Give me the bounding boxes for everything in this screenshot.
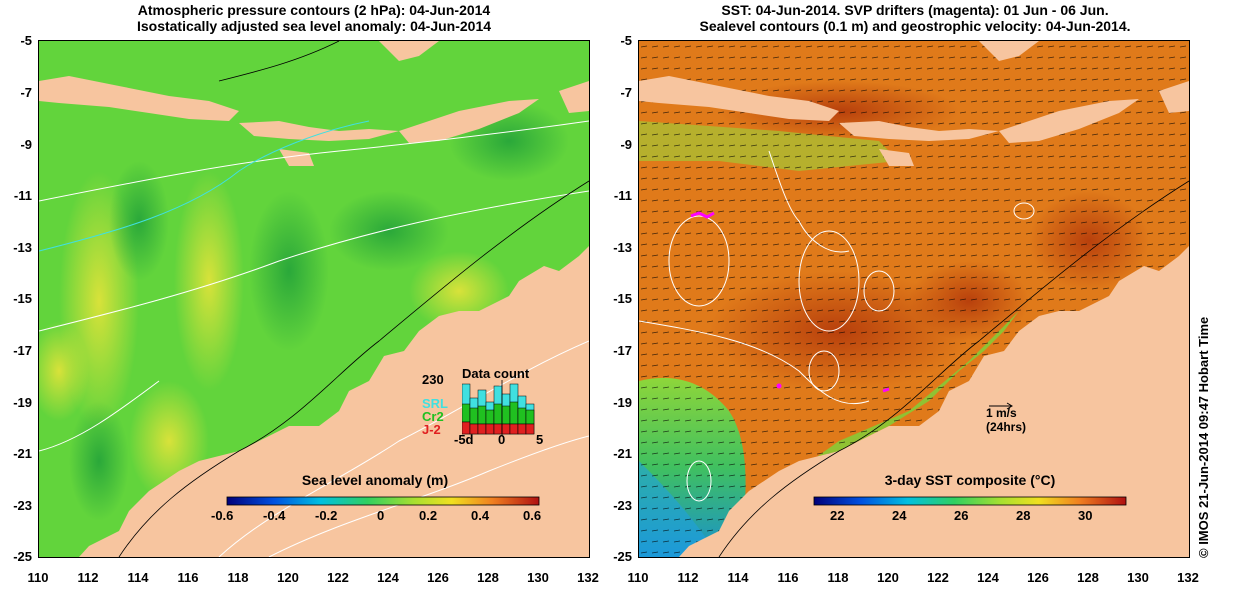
x-tick: 124 — [377, 570, 399, 585]
colorbar-tick: 0.6 — [523, 508, 542, 523]
y-tick: -23 — [13, 498, 32, 513]
x-tick: 116 — [177, 570, 199, 585]
inset-title: Data count — [462, 366, 530, 381]
sea-level-colorbar — [226, 496, 540, 506]
y-tick: -11 — [13, 188, 32, 203]
inset-legend-j2: J-2 — [422, 422, 441, 437]
colorbar-tick: -0.2 — [315, 508, 338, 523]
sst-scale-label: 1 m/s — [986, 406, 1017, 420]
y-tick: -9 — [20, 137, 32, 152]
inset-max-label: 230 — [422, 372, 444, 387]
x-tick: 132 — [1177, 570, 1199, 585]
y-tick: -11 — [613, 188, 632, 203]
x-tick: 128 — [1077, 570, 1099, 585]
x-tick: 132 — [577, 570, 599, 585]
x-tick: 130 — [1127, 570, 1149, 585]
left-title-line1: Atmospheric pressure contours (2 hPa): 0… — [137, 2, 491, 18]
sst-scale-sublabel: (24hrs) — [986, 420, 1027, 434]
y-tick: -15 — [13, 291, 32, 306]
sst-colorbar-ticks: 22 24 26 28 30 — [830, 508, 1110, 526]
inset-legend-srl: SRL — [422, 396, 448, 411]
x-tick: 118 — [827, 570, 849, 585]
sst-colorbar — [813, 496, 1127, 506]
x-tick: 118 — [227, 570, 249, 585]
x-tick: 110 — [627, 570, 649, 585]
colorbar-tick: 28 — [1016, 508, 1031, 523]
sea-level-anomaly-map — [38, 40, 590, 558]
y-tick: -9 — [620, 137, 632, 152]
x-tick: 112 — [77, 570, 99, 585]
data-count-bars — [462, 380, 535, 436]
data-count-inset: 230 Data count SRL Cr2 J-2 — [420, 366, 550, 448]
x-tick: 122 — [927, 570, 949, 585]
colorbar-tick: -0.6 — [211, 508, 234, 523]
colorbar-tick: 30 — [1078, 508, 1093, 523]
sst-map — [638, 40, 1190, 558]
y-tick: -7 — [20, 85, 32, 100]
y-tick: -13 — [13, 240, 32, 255]
inset-xtick: 0 — [498, 432, 506, 447]
x-tick: 114 — [127, 570, 149, 585]
sea-level-anomaly-map-svg — [39, 41, 589, 557]
inset-legend-cr2: Cr2 — [422, 409, 444, 424]
x-tick: 112 — [677, 570, 699, 585]
colorbar-tick: 0.4 — [471, 508, 490, 523]
y-tick: -13 — [613, 240, 632, 255]
x-tick: 130 — [527, 570, 549, 585]
sst-colorbar-label: 3-day SST composite (°C) — [884, 472, 1056, 488]
x-tick: 122 — [327, 570, 349, 585]
y-tick: -19 — [13, 395, 32, 410]
x-tick: 126 — [427, 570, 449, 585]
right-title-line1: SST: 04-Jun-2014. SVP drifters (magenta)… — [721, 2, 1109, 18]
y-tick: -17 — [13, 343, 32, 358]
y-tick: -21 — [613, 446, 632, 461]
y-tick: -25 — [613, 549, 632, 564]
y-tick: -19 — [613, 395, 632, 410]
y-tick: -25 — [13, 549, 32, 564]
x-tick: 128 — [477, 570, 499, 585]
colorbar-tick: 0.2 — [419, 508, 438, 523]
y-tick: -23 — [613, 498, 632, 513]
x-tick: 110 — [27, 570, 49, 585]
colorbar-tick: -0.4 — [263, 508, 286, 523]
y-tick: -5 — [20, 33, 32, 48]
colorbar-tick: 24 — [892, 508, 907, 523]
sst-map-svg — [639, 41, 1189, 557]
inset-xtick: -5d — [454, 432, 474, 447]
colorbar-tick: 22 — [830, 508, 845, 523]
x-tick: 126 — [1027, 570, 1049, 585]
y-tick: -15 — [613, 291, 632, 306]
left-title-line2: Isostatically adjusted sea level anomaly… — [136, 18, 492, 34]
sea-level-colorbar-label: Sea level anomaly (m) — [301, 472, 449, 488]
x-tick: 120 — [277, 570, 299, 585]
x-tick: 124 — [977, 570, 999, 585]
colorbar-tick: 0 — [377, 508, 385, 523]
colorbar-tick: 26 — [954, 508, 969, 523]
right-title-line2: Sealevel contours (0.1 m) and geostrophi… — [699, 18, 1131, 34]
y-tick: -5 — [620, 33, 632, 48]
y-tick: -21 — [13, 446, 32, 461]
inset-xtick: 5 — [536, 432, 544, 447]
x-tick: 120 — [877, 570, 899, 585]
y-tick: -7 — [620, 85, 632, 100]
x-tick: 114 — [727, 570, 749, 585]
y-tick: -17 — [613, 343, 632, 358]
sea-level-colorbar-ticks: -0.6 -0.4 -0.2 0 0.2 0.4 0.6 — [211, 508, 551, 526]
x-tick: 116 — [777, 570, 799, 585]
credit-text: © IMOS 21-Jun-2014 09:47 Hobart Time — [1196, 316, 1211, 558]
